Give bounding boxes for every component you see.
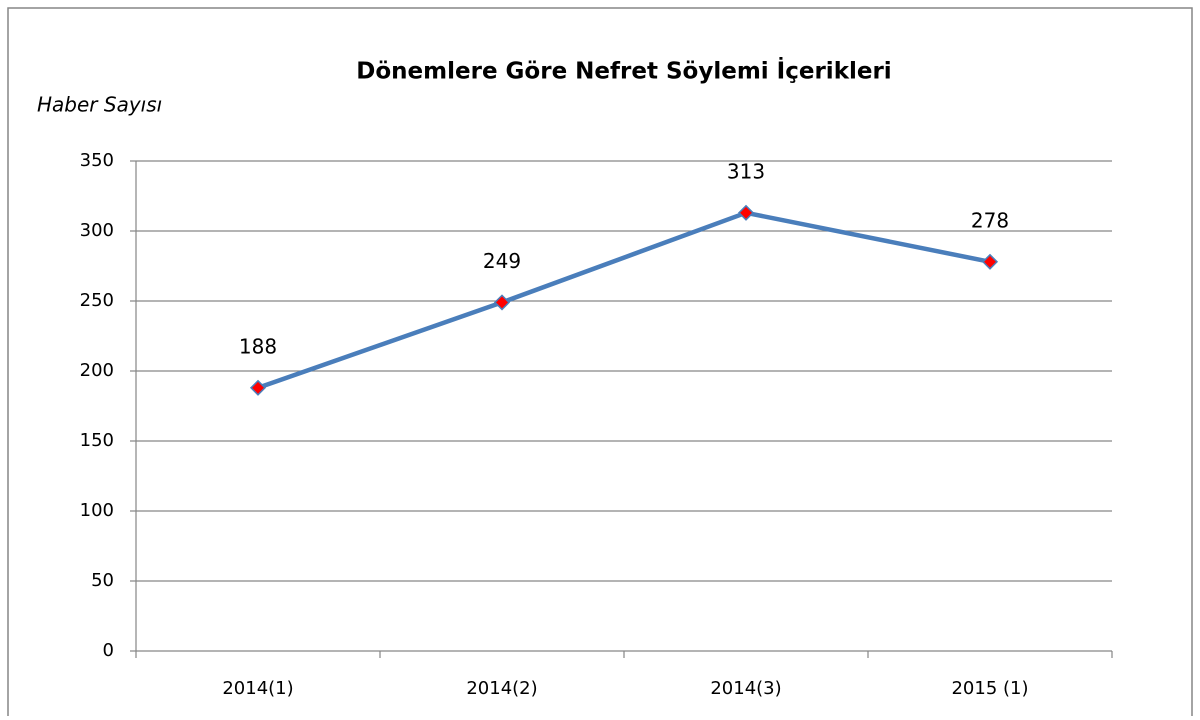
y-tick-label: 0	[103, 640, 114, 661]
data-label: 313	[727, 159, 765, 183]
marker	[981, 253, 999, 270]
y-tick-label: 250	[80, 290, 114, 311]
y-tick-label: 150	[80, 430, 114, 451]
y-tick-label: 50	[91, 570, 114, 591]
y-tick-label: 350	[80, 150, 114, 171]
data-label: 249	[483, 249, 521, 273]
x-tick-label: 2014(3)	[710, 678, 781, 699]
marker	[249, 379, 267, 396]
chart-title: Dönemlere Göre Nefret Söylemi İçerikleri	[356, 57, 891, 85]
chart-border	[7, 7, 1193, 720]
data-label: 278	[971, 208, 1009, 232]
line	[257, 210, 991, 390]
y-axis-label: Haber Sayısı	[37, 93, 162, 117]
x-tick-label: 2015 (1)	[951, 678, 1028, 699]
marker	[737, 204, 755, 221]
y-tick-label: 200	[80, 360, 114, 381]
marker	[493, 294, 511, 311]
y-tick-label: 300	[80, 220, 114, 241]
y-tick-label: 100	[80, 500, 114, 521]
x-tick-label: 2014(2)	[466, 678, 537, 699]
x-tick-label: 2014(1)	[222, 678, 293, 699]
data-label: 188	[239, 334, 277, 358]
